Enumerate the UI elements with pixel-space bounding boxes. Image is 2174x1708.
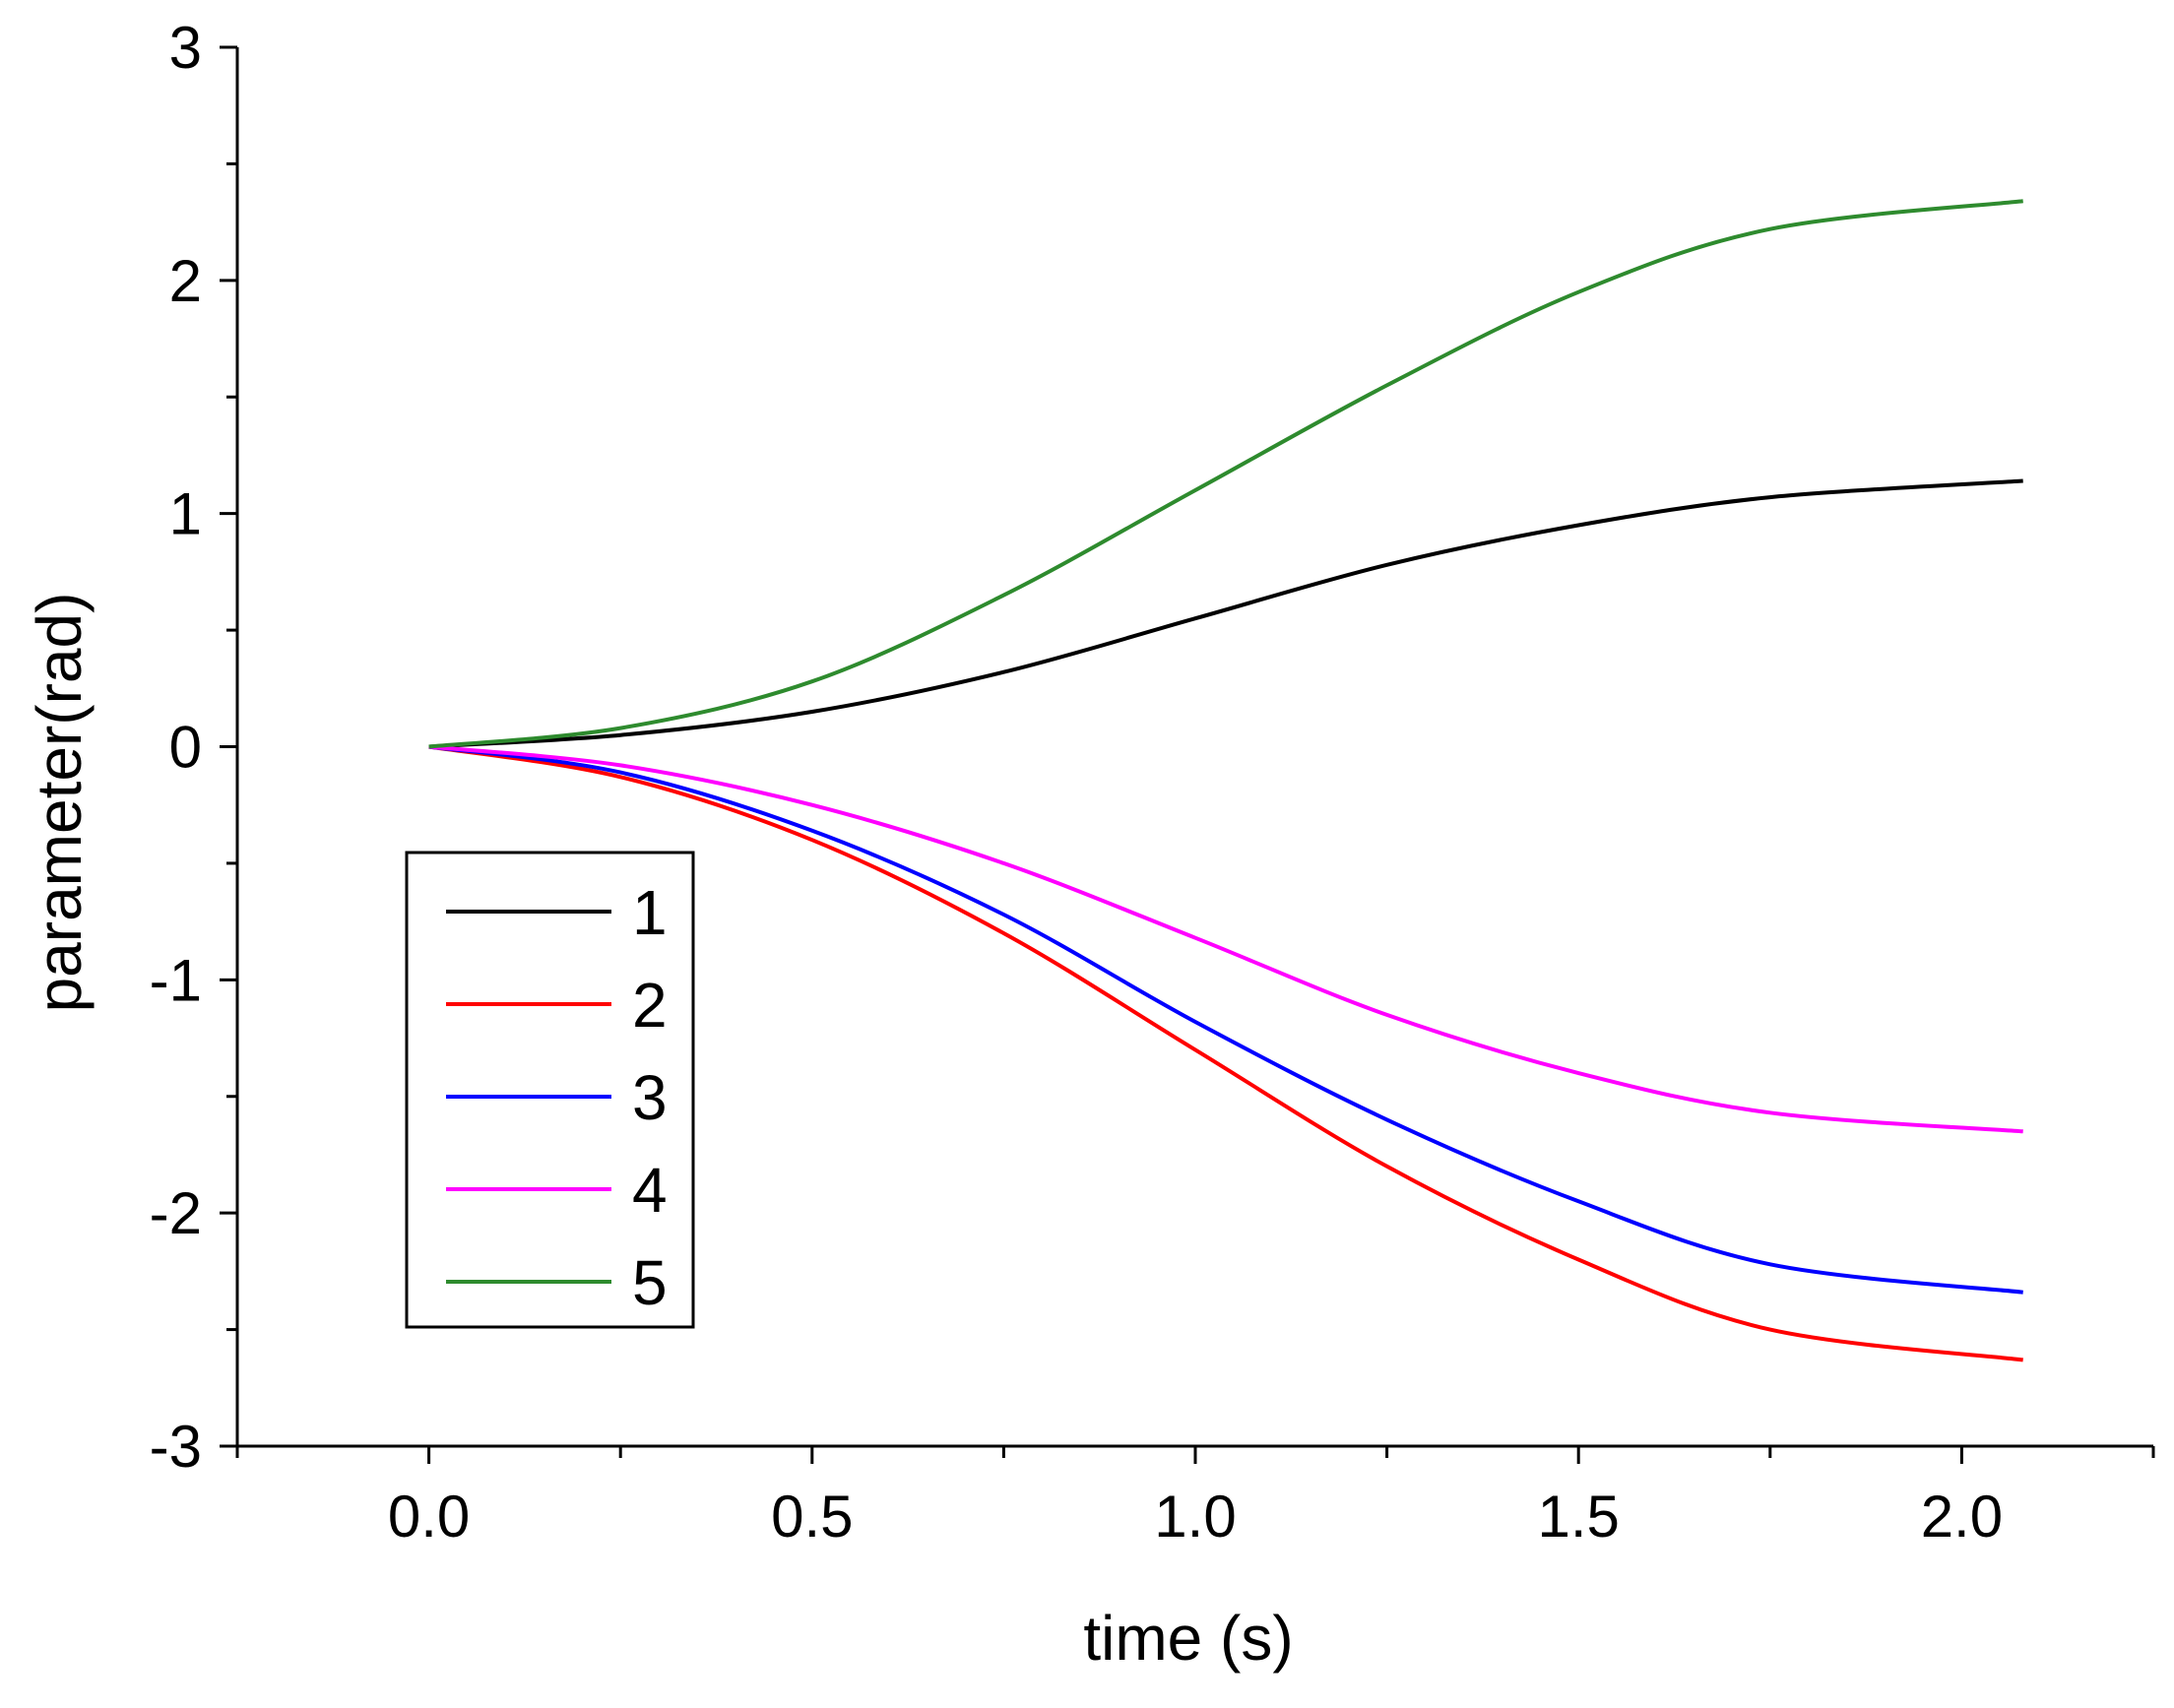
y-tick-label: 0: [169, 715, 202, 781]
x-tick-label: 0.5: [771, 1484, 853, 1550]
y-tick-label: 3: [169, 15, 202, 81]
y-tick-label: 2: [169, 248, 202, 314]
x-tick-label: 0.0: [388, 1484, 470, 1550]
y-tick-label: -2: [150, 1180, 202, 1246]
series-line-3: [428, 744, 2023, 1295]
y-tick-label: -3: [150, 1414, 202, 1480]
y-ticks: 3 2 1 0 -1 -2 -3: [150, 15, 237, 1480]
legend-label-4: 4: [632, 1155, 668, 1226]
x-axis-title: time (s): [1083, 1603, 1293, 1674]
series-line-1: [428, 478, 2023, 749]
x-ticks: 0.0 0.5 1.0 1.5 2.0: [235, 1446, 2155, 1550]
legend-box: [405, 851, 695, 1329]
y-tick-label: -1: [150, 947, 202, 1013]
x-tick-label: 1.0: [1154, 1484, 1236, 1550]
series-line-5: [428, 199, 2023, 749]
legend-label-5: 5: [632, 1247, 668, 1318]
x-tick-label: 2.0: [1921, 1484, 2003, 1550]
legend: 1 2 3 4 5: [405, 851, 695, 1329]
legend-label-1: 1: [632, 877, 668, 948]
x-tick-label: 1.5: [1537, 1484, 1619, 1550]
series-layer: [428, 199, 2023, 1362]
series-line-2: [428, 744, 2023, 1362]
y-tick-label: 1: [169, 481, 202, 547]
legend-label-2: 2: [632, 970, 668, 1041]
y-axis-title: parameter(rad): [24, 593, 95, 1013]
series-line-4: [428, 744, 2023, 1134]
legend-label-3: 3: [632, 1062, 668, 1133]
